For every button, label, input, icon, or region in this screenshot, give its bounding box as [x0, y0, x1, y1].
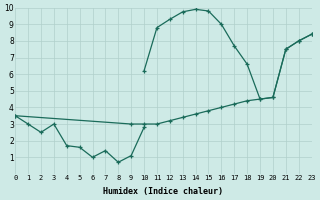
X-axis label: Humidex (Indice chaleur): Humidex (Indice chaleur)	[103, 187, 223, 196]
